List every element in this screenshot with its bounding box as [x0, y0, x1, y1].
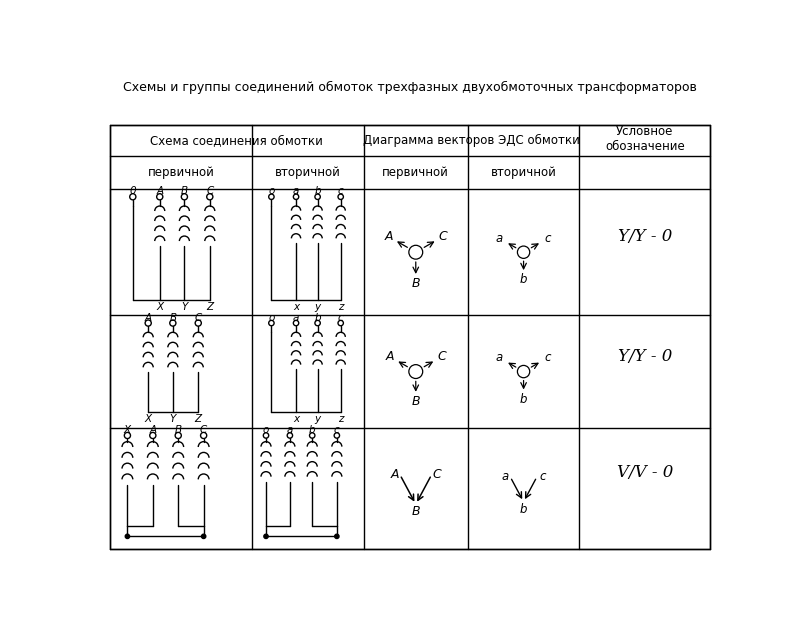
Text: Z: Z: [206, 302, 214, 312]
Text: вторичной: вторичной: [275, 166, 341, 178]
Text: B: B: [170, 312, 177, 322]
Text: X: X: [124, 425, 131, 435]
Text: c: c: [544, 232, 551, 245]
Text: x: x: [293, 414, 299, 424]
Text: C: C: [438, 350, 446, 363]
Text: z: z: [338, 414, 343, 424]
Text: y: y: [314, 302, 321, 312]
Text: b: b: [309, 425, 315, 435]
Text: c: c: [544, 351, 551, 364]
Text: x: x: [293, 302, 299, 312]
Circle shape: [334, 534, 339, 538]
Text: B: B: [411, 277, 420, 290]
Text: a: a: [286, 425, 293, 435]
Text: b: b: [520, 393, 527, 406]
Text: A: A: [156, 187, 163, 197]
Text: B: B: [181, 187, 188, 197]
Text: B: B: [411, 505, 420, 518]
Circle shape: [202, 534, 206, 538]
Text: A: A: [386, 350, 394, 363]
Text: 0: 0: [130, 187, 136, 197]
Text: V/V - 0: V/V - 0: [617, 464, 673, 481]
Text: b: b: [520, 274, 527, 287]
Text: a: a: [293, 187, 299, 197]
Text: A: A: [145, 312, 152, 322]
Text: c: c: [334, 425, 340, 435]
Text: z: z: [338, 302, 343, 312]
Text: Условное
обозначение: Условное обозначение: [605, 125, 685, 153]
Text: Y/Y - 0: Y/Y - 0: [618, 228, 672, 245]
Text: первичной: первичной: [147, 166, 214, 178]
Text: Y/Y - 0: Y/Y - 0: [618, 347, 672, 365]
Text: A: A: [150, 425, 156, 435]
Text: C: C: [438, 230, 447, 243]
Text: X: X: [156, 302, 163, 312]
Text: первичной: первичной: [382, 166, 450, 178]
Text: a: a: [496, 351, 503, 364]
Text: b: b: [520, 503, 527, 516]
Text: A: A: [384, 230, 393, 243]
Text: C: C: [433, 468, 442, 481]
Text: a: a: [293, 312, 299, 322]
Text: Схема соединения обмотки: Схема соединения обмотки: [150, 134, 323, 147]
Circle shape: [126, 534, 130, 538]
Text: Z: Z: [194, 414, 202, 424]
Text: o: o: [268, 187, 274, 197]
Text: o: o: [268, 312, 274, 322]
Text: вторичной: вторичной: [490, 166, 557, 178]
Text: b: b: [314, 187, 321, 197]
Text: a: a: [501, 470, 509, 483]
Text: Диаграмма векторов ЭДС обмотки: Диаграмма векторов ЭДС обмотки: [363, 134, 580, 147]
Text: o: o: [263, 425, 269, 435]
Text: B: B: [411, 395, 420, 408]
Text: Y: Y: [170, 414, 176, 424]
Text: b: b: [314, 312, 321, 322]
Text: C: C: [194, 312, 202, 322]
Text: a: a: [496, 232, 503, 245]
Text: c: c: [338, 312, 343, 322]
Text: X: X: [145, 414, 152, 424]
Text: y: y: [314, 414, 321, 424]
Text: Схемы и группы соединений обмоток трехфазных двухобмоточных трансформаторов: Схемы и группы соединений обмоток трехфа…: [123, 81, 697, 94]
Text: Y: Y: [182, 302, 187, 312]
Text: C: C: [206, 187, 214, 197]
Text: A: A: [390, 468, 398, 481]
Text: c: c: [539, 470, 546, 483]
Text: c: c: [338, 187, 343, 197]
Circle shape: [264, 534, 268, 538]
Text: B: B: [174, 425, 182, 435]
Text: C: C: [200, 425, 207, 435]
